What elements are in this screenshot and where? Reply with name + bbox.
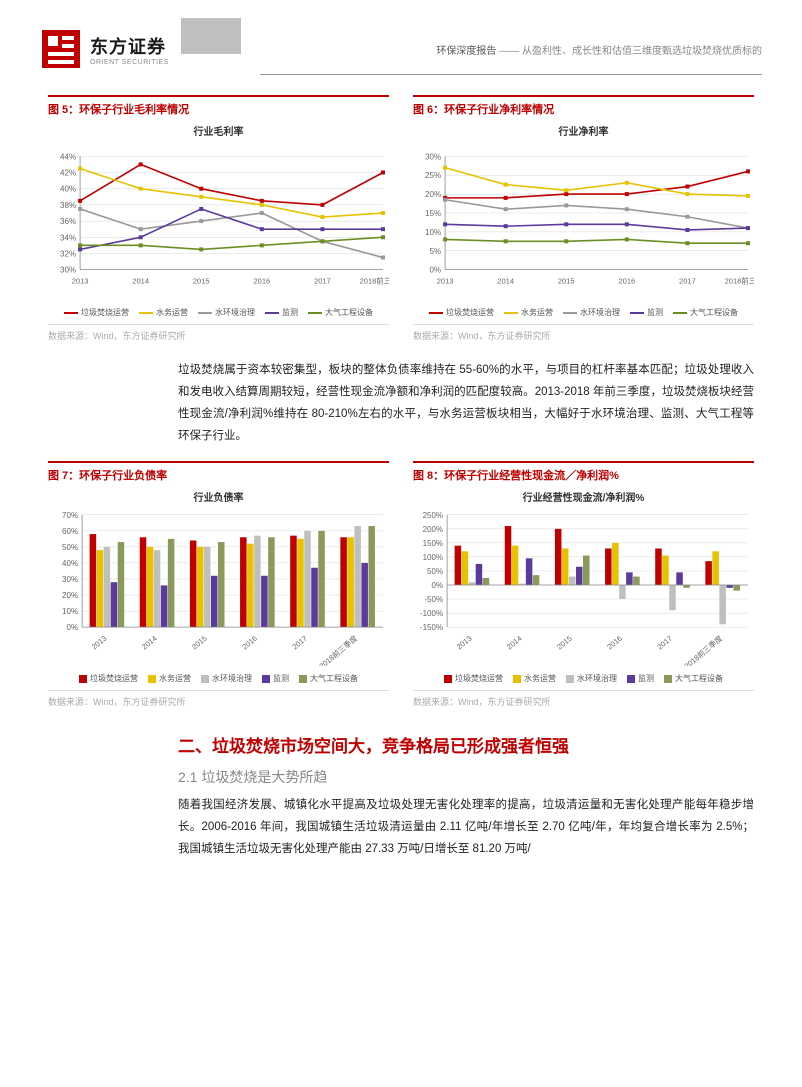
- fig7-chart: 0% 10% 20% 30% 40% 50% 60% 70% 2013 2014 2015 2016 2…: [48, 506, 389, 666]
- svg-text:2013: 2013: [455, 634, 474, 652]
- fig8-chart: -150% -100% -50% 0% 50% 100% 150% 200% 250% 2013 2…: [413, 506, 754, 666]
- fig5-title: 行业毛利率: [48, 123, 389, 138]
- svg-text:20%: 20%: [62, 591, 78, 600]
- svg-text:2013: 2013: [437, 277, 454, 286]
- svg-text:2018前三季度: 2018前三季度: [360, 276, 389, 286]
- svg-text:2015: 2015: [555, 634, 574, 652]
- svg-text:44%: 44%: [60, 152, 76, 161]
- svg-text:10%: 10%: [425, 228, 441, 237]
- svg-text:10%: 10%: [62, 607, 78, 616]
- svg-text:2017: 2017: [314, 277, 331, 286]
- svg-text:200%: 200%: [423, 525, 444, 534]
- svg-text:42%: 42%: [60, 169, 76, 178]
- section-2-title: 二、垃圾焚烧市场空间大，竞争格局已形成强者恒强: [178, 732, 754, 757]
- paragraph-1: 垃圾焚烧属于资本较密集型，板块的整体负债率维持在 55-60%的水平，与项目的杠…: [178, 360, 754, 447]
- svg-text:150%: 150%: [423, 539, 444, 548]
- svg-text:50%: 50%: [62, 543, 78, 552]
- svg-text:-50%: -50%: [424, 595, 443, 604]
- fig5-legend: 垃圾焚烧运营水务运营水环境治理监测大气工程设备: [48, 307, 389, 318]
- fig6-source: 数据来源：Wind，东方证券研究所: [413, 324, 754, 342]
- fig8-title: 行业经营性现金流/净利润%: [413, 489, 754, 504]
- section-2-1-title: 2.1 垃圾焚烧是大势所趋: [178, 767, 754, 787]
- svg-text:-150%: -150%: [420, 624, 443, 633]
- svg-text:250%: 250%: [423, 511, 444, 520]
- logo-text-cn: 东方证券: [90, 33, 169, 59]
- svg-text:2017: 2017: [679, 277, 696, 286]
- svg-text:2018前三季度: 2018前三季度: [725, 276, 754, 286]
- fig6-title: 行业净利率: [413, 123, 754, 138]
- svg-text:40%: 40%: [60, 185, 76, 194]
- svg-text:0%: 0%: [429, 266, 441, 275]
- svg-text:15%: 15%: [425, 209, 441, 218]
- svg-text:30%: 30%: [425, 152, 441, 161]
- svg-text:25%: 25%: [425, 171, 441, 180]
- svg-text:-100%: -100%: [420, 609, 443, 618]
- svg-text:2015: 2015: [558, 277, 575, 286]
- svg-text:30%: 30%: [60, 266, 76, 275]
- svg-text:2013: 2013: [72, 277, 89, 286]
- fig5-chart: 30% 32% 34% 36% 38% 40% 42% 44% 2013 2014 2015 2016…: [48, 140, 389, 300]
- svg-text:0%: 0%: [431, 581, 443, 590]
- figure-6: 图 6：环保子行业净利率情况 行业净利率 0% 5% 10% 15% 20% 25% 30%…: [413, 95, 754, 342]
- fig7-source: 数据来源：Wind，东方证券研究所: [48, 690, 389, 708]
- fig6-label: 图 6：环保子行业净利率情况: [413, 95, 754, 117]
- svg-text:60%: 60%: [62, 527, 78, 536]
- svg-text:40%: 40%: [62, 559, 78, 568]
- fig7-legend: 垃圾焚烧运营水务运营水环境治理监测大气工程设备: [48, 673, 389, 684]
- svg-text:2015: 2015: [193, 277, 210, 286]
- svg-text:2013: 2013: [90, 634, 109, 652]
- fig8-source: 数据来源：Wind，东方证券研究所: [413, 690, 754, 708]
- svg-text:2014: 2014: [505, 634, 524, 652]
- svg-text:2016: 2016: [618, 277, 635, 286]
- page-header: 东方证券 ORIENT SECURITIES 环保深度报告 —— 从盈利性、成长…: [0, 0, 802, 70]
- figure-8: 图 8：环保子行业经营性现金流／净利润% 行业经营性现金流/净利润% -150%…: [413, 461, 754, 708]
- svg-text:2016: 2016: [240, 634, 259, 652]
- svg-text:2015: 2015: [190, 634, 209, 652]
- logo-icon: [40, 28, 82, 70]
- fig8-label: 图 8：环保子行业经营性现金流／净利润%: [413, 461, 754, 483]
- svg-text:20%: 20%: [425, 190, 441, 199]
- fig7-title: 行业负债率: [48, 489, 389, 504]
- figure-7: 图 7：环保子行业负债率 行业负债率 0% 10% 20% 30% 40% 50% 60% 7…: [48, 461, 389, 708]
- svg-text:70%: 70%: [62, 511, 78, 520]
- svg-text:2016: 2016: [253, 277, 270, 286]
- fig6-chart: 0% 5% 10% 15% 20% 25% 30% 2013 2014 2015 2016 2017 2…: [413, 140, 754, 300]
- fig5-label: 图 5：环保子行业毛利率情况: [48, 95, 389, 117]
- svg-text:0%: 0%: [66, 624, 78, 633]
- svg-text:2014: 2014: [140, 634, 159, 652]
- svg-text:2014: 2014: [497, 277, 514, 286]
- header-subtitle: 环保深度报告 —— 从盈利性、成长性和估值三维度甄选垃圾焚烧优质标的: [436, 28, 762, 57]
- svg-text:34%: 34%: [60, 233, 76, 242]
- logo-block: 东方证券 ORIENT SECURITIES: [40, 28, 169, 70]
- fig7-label: 图 7：环保子行业负债率: [48, 461, 389, 483]
- fig8-legend: 垃圾焚烧运营水务运营水环境治理监测大气工程设备: [413, 673, 754, 684]
- svg-text:32%: 32%: [60, 249, 76, 258]
- svg-text:50%: 50%: [427, 567, 443, 576]
- svg-text:100%: 100%: [423, 553, 444, 562]
- figure-5: 图 5：环保子行业毛利率情况 行业毛利率 30% 32% 34% 36% 38% 40% 4…: [48, 95, 389, 342]
- header-gray-tab: [181, 18, 241, 54]
- svg-text:38%: 38%: [60, 201, 76, 210]
- svg-text:2017: 2017: [655, 634, 674, 652]
- svg-text:2017: 2017: [290, 634, 309, 652]
- svg-text:2014: 2014: [132, 277, 149, 286]
- logo-text-en: ORIENT SECURITIES: [90, 59, 169, 66]
- svg-text:30%: 30%: [62, 575, 78, 584]
- svg-text:2018前三季度: 2018前三季度: [317, 633, 360, 666]
- fig6-legend: 垃圾焚烧运营水务运营水环境治理监测大气工程设备: [413, 307, 754, 318]
- fig5-source: 数据来源：Wind，东方证券研究所: [48, 324, 389, 342]
- svg-text:2018前三季度: 2018前三季度: [682, 633, 725, 666]
- svg-text:5%: 5%: [429, 247, 441, 256]
- svg-text:36%: 36%: [60, 217, 76, 226]
- paragraph-2: 随着我国经济发展、城镇化水平提高及垃圾处理无害化处理率的提高，垃圾清运量和无害化…: [178, 795, 754, 861]
- svg-text:2016: 2016: [605, 634, 624, 652]
